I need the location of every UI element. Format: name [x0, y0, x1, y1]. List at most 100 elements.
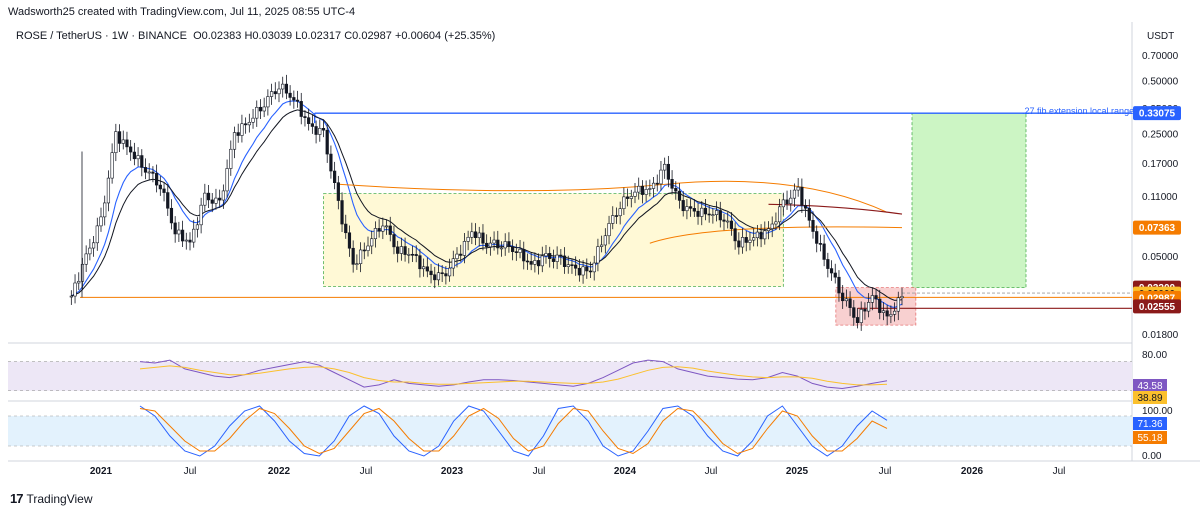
candle-body — [829, 268, 834, 274]
candle-body — [640, 185, 645, 195]
candle-body — [251, 117, 255, 123]
price-tick-label: 0.01800 — [1142, 330, 1179, 341]
candle-body — [292, 97, 296, 101]
candle-body — [499, 247, 504, 250]
candle-body — [718, 210, 722, 221]
candle-body — [151, 171, 155, 174]
candle-body — [273, 91, 277, 95]
candle-body — [841, 292, 845, 302]
candle-body — [744, 237, 748, 243]
candle-body — [492, 239, 496, 244]
candle-body — [188, 239, 192, 243]
candle-body — [225, 168, 229, 192]
candle-body — [440, 272, 444, 275]
price-tick-label: 0.17000 — [1142, 159, 1179, 170]
stoch-tick-label: 0.00 — [1142, 451, 1162, 462]
candle-body — [184, 239, 188, 242]
candle-body — [473, 231, 478, 239]
ohlc-close: C0.02987 — [344, 30, 392, 42]
candle-body — [477, 232, 481, 239]
candle-body — [663, 163, 667, 171]
rsi-tick-label: 80.00 — [1142, 350, 1167, 361]
candle-body — [752, 237, 756, 241]
candle-body — [451, 258, 455, 269]
candle-body — [299, 101, 303, 117]
candle-body — [444, 273, 448, 277]
symbol-name[interactable]: ROSE / TetherUS · 1W · BINANCE — [16, 30, 187, 42]
candle-body — [536, 260, 541, 267]
tradingview-logo[interactable]: 17 TradingView — [10, 491, 93, 506]
candle-body — [121, 139, 125, 144]
candle-body — [789, 197, 793, 205]
rsi-value-label: 43.58 — [1137, 381, 1162, 392]
time-tick-label: Jul — [1053, 466, 1066, 477]
candle-body — [588, 270, 593, 273]
candle-body — [614, 215, 619, 217]
candle-body — [329, 153, 333, 172]
candle-body — [659, 169, 663, 185]
currency-label[interactable]: USDT — [1147, 31, 1175, 42]
candle-body — [114, 131, 118, 154]
candle-body — [321, 128, 326, 131]
price-tick-label: 0.11000 — [1142, 192, 1178, 203]
candle-body — [514, 251, 518, 253]
candle-body — [373, 228, 378, 240]
candle-body — [403, 246, 407, 255]
candle-body — [166, 192, 170, 209]
time-tick-label: 2021 — [90, 466, 113, 477]
candle-body — [358, 249, 363, 265]
candle-body — [95, 225, 99, 244]
candle-body — [466, 236, 470, 242]
stoch-value-label: 55.18 — [1137, 433, 1162, 444]
tradingview-logo-text: TradingView — [26, 491, 93, 506]
candle-body — [651, 182, 656, 189]
candle-body — [896, 297, 900, 312]
time-tick-label: Jul — [705, 466, 718, 477]
candle-body — [459, 253, 463, 256]
rsi-value-label: 38.89 — [1137, 393, 1162, 404]
candle-body — [689, 206, 693, 209]
candle-body — [707, 213, 711, 216]
candle-body — [436, 272, 441, 281]
candle-body — [318, 128, 322, 135]
candle-body — [206, 192, 211, 201]
candle-body — [544, 253, 548, 257]
candle-body — [607, 223, 611, 237]
candle-body — [125, 139, 129, 148]
price-tag-label: 0.07363 — [1139, 223, 1176, 234]
price-tag-label: 0.02555 — [1139, 302, 1176, 313]
horizontal-levels[interactable] — [80, 112, 1132, 309]
tradingview-logo-icon: 17 — [10, 491, 24, 506]
candle-body — [488, 242, 492, 248]
time-axis[interactable]: 2021 Jul 2022 Jul 2023 Jul 2024 Jul 2025 Jul 2026 J… — [90, 466, 1066, 477]
candle-body — [548, 253, 552, 259]
candle-body — [807, 207, 811, 221]
candle-body — [755, 231, 759, 239]
price-tag: 0.33075 — [1133, 106, 1181, 121]
candle-body — [796, 186, 800, 191]
price-tick-label: 0.70000 — [1142, 51, 1179, 62]
candle-body — [692, 208, 696, 212]
candle-body — [433, 274, 437, 281]
chart-credit: Wadsworth25 created with TradingView.com… — [8, 6, 356, 18]
candle-body — [666, 163, 670, 180]
candle-body — [844, 298, 848, 302]
time-tick-label: 2023 — [441, 466, 464, 477]
candle-body — [99, 216, 103, 227]
price-tag-label: 0.33075 — [1139, 109, 1176, 120]
stoch-rsi-pane[interactable]: 100.00 0.00 71.36 55.18 — [8, 405, 1173, 462]
candle-body — [803, 205, 808, 209]
drawing-boxes[interactable] — [323, 112, 1027, 326]
candle-body — [674, 188, 678, 192]
candle-body — [117, 131, 122, 144]
ohlc-high: H0.03039 — [244, 30, 293, 42]
rsi-ma-line — [139, 365, 888, 386]
candle-body — [392, 234, 396, 248]
candle-body — [288, 92, 292, 98]
candle-body — [203, 192, 207, 206]
candle-body — [600, 244, 604, 247]
candle-body — [177, 229, 181, 235]
candle-body — [874, 295, 878, 300]
